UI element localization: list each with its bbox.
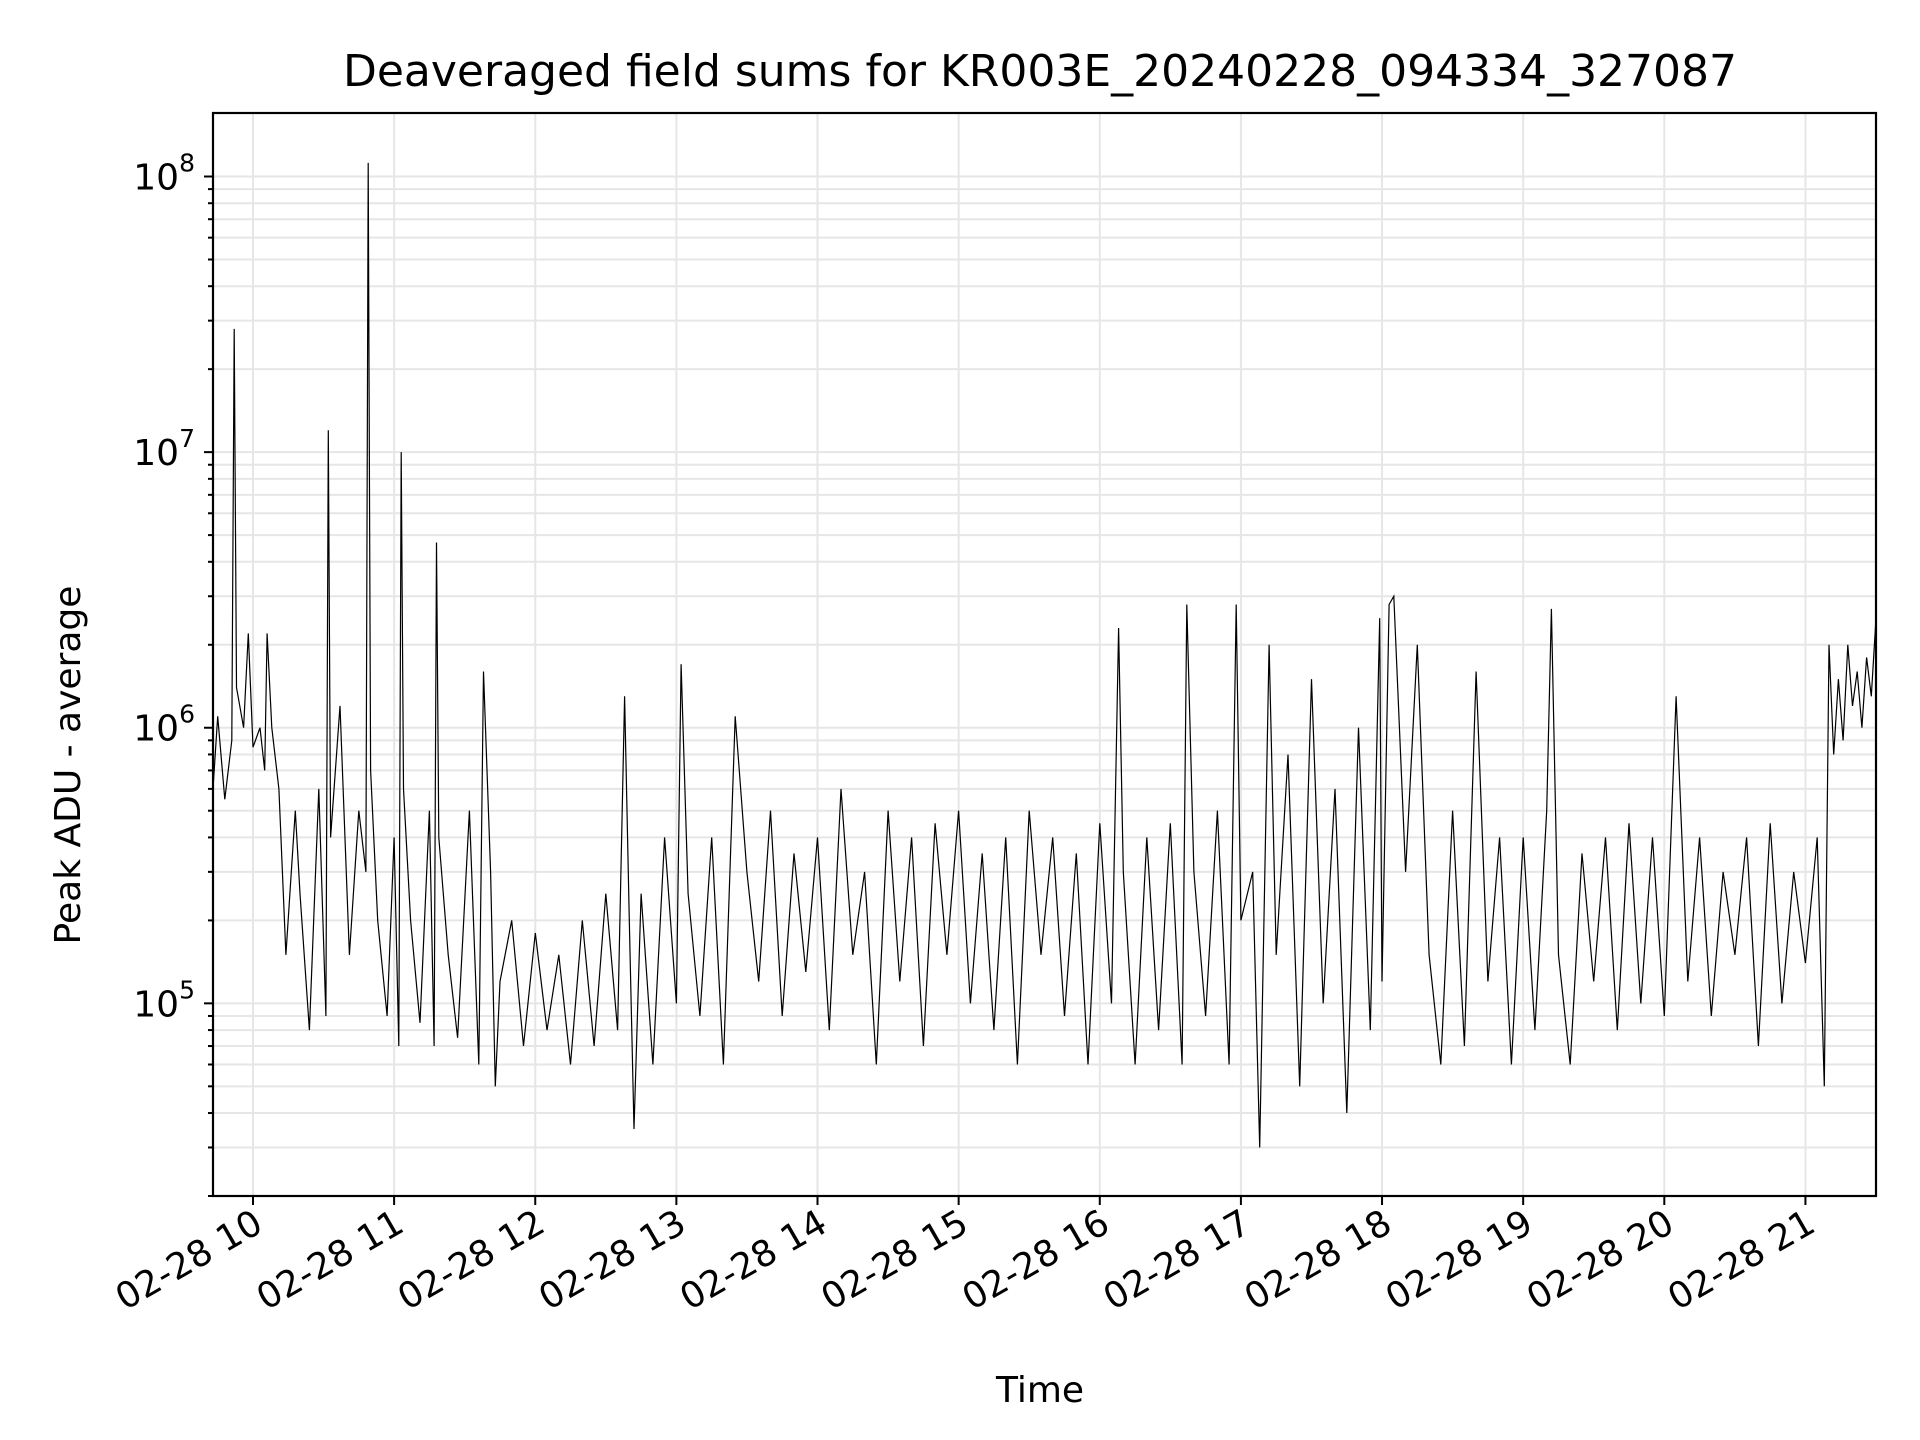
y-tick-label-exponent: 7 [179,424,195,453]
y-tick-label: 108 [133,149,195,199]
plot-frame [211,111,1878,1198]
minor-gridlines [213,188,1876,1197]
y-tick-label-base: 10 [133,709,179,750]
series-line [212,162,1877,1148]
y-tick-label-base: 10 [133,984,179,1025]
y-tick-label: 106 [133,700,195,750]
major-gridlines [213,113,1876,1196]
chart-title: Deaveraged field sums for KR003E_2024022… [343,46,1737,97]
y-tick-label-exponent: 5 [179,975,195,1004]
y-axis-label: Peak ADU - average [48,586,89,945]
y-tick-label: 107 [133,424,195,474]
y-tick-label-exponent: 8 [179,149,195,178]
x-axis-label: Time [995,1370,1084,1411]
y-tick-label-base: 10 [133,433,179,474]
y-tick-label: 105 [133,975,195,1025]
y-tick-label-exponent: 6 [179,700,195,729]
plot-series-group [212,162,1877,1148]
y-tick-label-base: 10 [133,158,179,199]
